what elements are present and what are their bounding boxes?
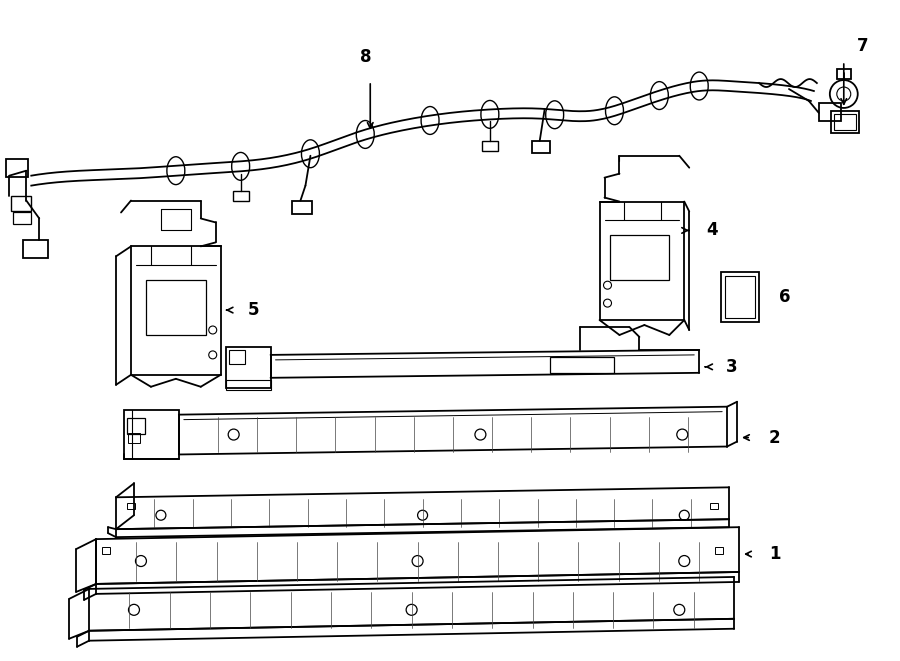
- Bar: [226, 347, 271, 388]
- Bar: [127, 418, 145, 434]
- Bar: [127, 503, 135, 509]
- Bar: [482, 141, 498, 151]
- Bar: [23, 241, 49, 258]
- Bar: [819, 103, 841, 121]
- Bar: [14, 212, 32, 225]
- Text: 6: 6: [779, 288, 790, 306]
- Text: 5: 5: [248, 301, 259, 319]
- Bar: [229, 350, 245, 364]
- Text: 2: 2: [769, 428, 780, 447]
- Text: 1: 1: [769, 545, 780, 563]
- Bar: [12, 196, 32, 210]
- Bar: [710, 503, 718, 509]
- Bar: [532, 141, 550, 153]
- Bar: [716, 547, 724, 554]
- Bar: [233, 190, 248, 200]
- Text: 3: 3: [726, 358, 738, 376]
- Bar: [831, 111, 859, 133]
- Bar: [124, 410, 179, 459]
- Bar: [226, 380, 271, 390]
- Bar: [833, 114, 856, 130]
- Bar: [550, 357, 615, 373]
- Text: 7: 7: [857, 37, 868, 56]
- Bar: [146, 280, 206, 335]
- Bar: [721, 272, 759, 322]
- Bar: [128, 432, 140, 442]
- Bar: [609, 235, 670, 280]
- Bar: [6, 159, 28, 176]
- Text: 8: 8: [359, 48, 371, 66]
- Bar: [837, 69, 850, 79]
- Text: 4: 4: [706, 221, 718, 239]
- Bar: [725, 276, 755, 318]
- Bar: [102, 547, 110, 554]
- Bar: [292, 200, 312, 214]
